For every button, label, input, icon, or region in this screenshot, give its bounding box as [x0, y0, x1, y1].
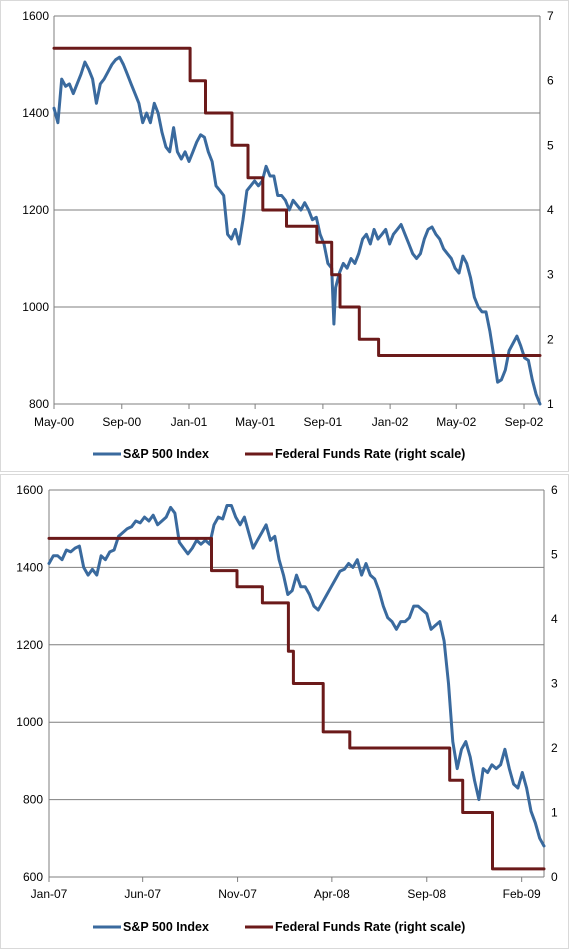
y-right-tick-label: 2	[547, 332, 554, 346]
x-tick-label: Apr-08	[314, 887, 350, 901]
y-right-tick-label: 1	[547, 397, 554, 411]
x-tick-label: Jan-02	[372, 415, 409, 429]
x-tick-label: Sep-08	[407, 887, 446, 901]
x-tick-label: Sep-02	[505, 415, 544, 429]
y-left-tick-label: 1000	[16, 715, 43, 729]
x-tick-label: Sep-01	[304, 415, 343, 429]
x-tick-label: Jan-01	[171, 415, 208, 429]
y-right-tick-label: 1	[551, 806, 558, 820]
y-left-tick-label: 1400	[16, 560, 43, 574]
fed-funds-rate-line	[52, 46, 542, 357]
x-tick-label: May-01	[235, 415, 275, 429]
y-right-tick-label: 3	[547, 268, 554, 282]
chart-panel-2007-2009: 600 800 1000 1200 1400 1600 0 1 2 3 4 5 6 Jan-07 Jun-0…	[0, 474, 569, 949]
y-left-tick-label: 600	[23, 870, 43, 884]
y-left-tick-label: 800	[23, 793, 43, 807]
chart-2007-2009: 600 800 1000 1200 1400 1600 0 1 2 3 4 5 6 Jan-07 Jun-0…	[16, 483, 558, 934]
y-left-tick-label: 1600	[16, 483, 43, 497]
chart-2000-2002: 800 1000 1200 1400 1600 1 2 3 4 5 6 7 May-00 Sep-00 Ja…	[22, 9, 554, 461]
x-tick-label: Sep-00	[102, 415, 141, 429]
y-right-tick-label: 7	[547, 9, 554, 23]
x-tick-label: May-02	[436, 415, 476, 429]
x-tick-label: Feb-09	[503, 887, 541, 901]
y-left-tick-label: 800	[29, 397, 49, 411]
sp500-index-line	[52, 55, 542, 406]
legend-sp500-label: S&P 500 Index	[123, 447, 209, 461]
legend-sp500-label: S&P 500 Index	[123, 920, 209, 934]
legend-fed-label: Federal Funds Rate (right scale)	[275, 920, 465, 934]
y-right-tick-label: 5	[547, 138, 554, 152]
y-left-tick-label: 1400	[22, 106, 49, 120]
chart-panel-2000-2002: 800 1000 1200 1400 1600 1 2 3 4 5 6 7 May-00 Sep-00 Ja…	[0, 0, 569, 472]
y-left-tick-label: 1200	[22, 203, 49, 217]
x-tick-label: May-00	[34, 415, 74, 429]
x-tick-label: Jun-07	[124, 887, 161, 901]
y-right-tick-label: 0	[551, 870, 558, 884]
y-right-tick-label: 6	[551, 483, 558, 497]
y-left-tick-label: 1200	[16, 638, 43, 652]
legend-fed-label: Federal Funds Rate (right scale)	[275, 447, 465, 461]
y-left-tick-label: 1000	[22, 300, 49, 314]
fed-funds-rate-line	[47, 536, 546, 871]
y-right-tick-label: 4	[551, 612, 558, 626]
y-right-tick-label: 6	[547, 74, 554, 88]
sp500-index-line	[47, 504, 546, 848]
y-right-tick-label: 5	[551, 548, 558, 562]
y-right-tick-label: 2	[551, 741, 558, 755]
y-right-tick-label: 3	[551, 677, 558, 691]
x-tick-label: Nov-07	[218, 887, 257, 901]
x-tick-label: Jan-07	[31, 887, 68, 901]
y-right-tick-label: 4	[547, 203, 554, 217]
y-left-tick-label: 1600	[22, 9, 49, 23]
